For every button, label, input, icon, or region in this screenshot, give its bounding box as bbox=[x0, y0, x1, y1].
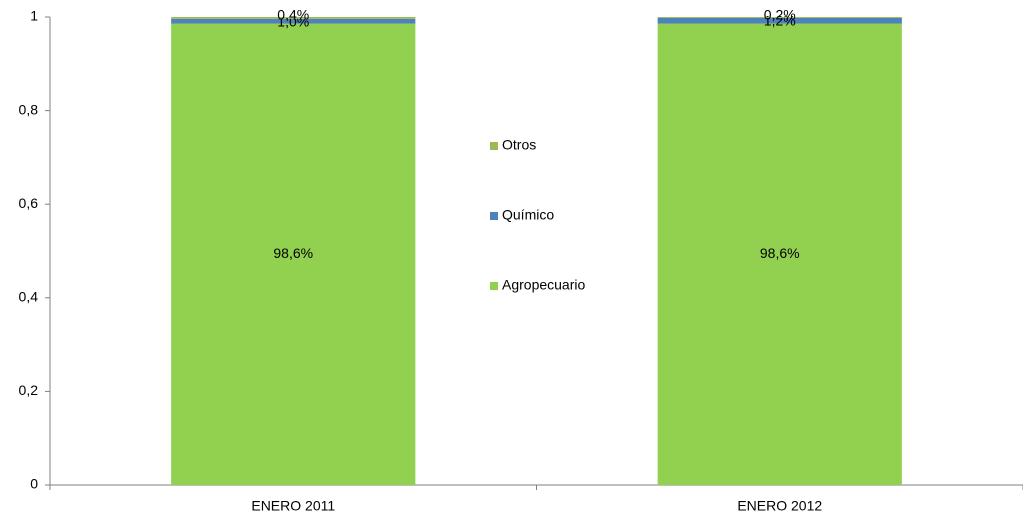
data-label: 98,6% bbox=[760, 245, 800, 261]
bar-segment bbox=[657, 23, 902, 485]
y-tick-label: 0,4 bbox=[19, 289, 39, 305]
x-tick-label: ENERO 2011 bbox=[251, 498, 335, 514]
data-label: 98,6% bbox=[273, 245, 313, 261]
data-label: 1,2% bbox=[764, 13, 796, 29]
bar-segment bbox=[171, 17, 416, 19]
y-tick-label: 1 bbox=[30, 8, 38, 24]
y-tick-label: 0,6 bbox=[19, 195, 39, 211]
bar-segment bbox=[657, 17, 902, 18]
legend-swatch bbox=[490, 282, 498, 290]
y-tick-label: 0,8 bbox=[19, 101, 39, 117]
legend-label: Químico bbox=[502, 207, 554, 223]
data-label: 0,2% bbox=[764, 7, 796, 23]
y-tick-label: 0 bbox=[30, 476, 38, 492]
bar-segment bbox=[657, 17, 902, 24]
data-label: 0,4% bbox=[277, 7, 309, 23]
y-tick-label: 0,2 bbox=[19, 382, 39, 398]
x-tick-label: ENERO 2012 bbox=[737, 498, 822, 514]
legend-label: Otros bbox=[502, 137, 536, 153]
bar-segment bbox=[171, 23, 416, 485]
bar-segment bbox=[171, 18, 416, 24]
legend-label: Agropecuario bbox=[502, 277, 585, 293]
legend-swatch bbox=[490, 212, 498, 220]
legend-swatch bbox=[490, 142, 498, 150]
